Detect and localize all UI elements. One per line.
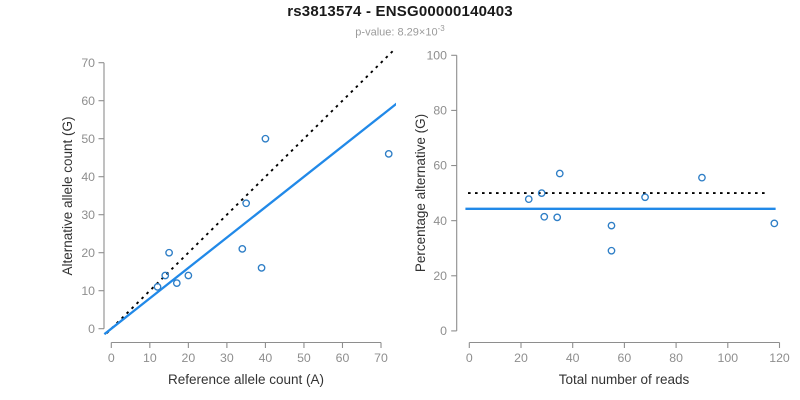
y-tick-label: 100 [426, 49, 447, 63]
data-point [153, 283, 162, 291]
x-tick-label: 20 [514, 351, 528, 365]
x-tick-label: 30 [220, 351, 234, 365]
x-tick-label: 70 [374, 351, 388, 365]
data-point [165, 248, 173, 257]
data-point [770, 219, 779, 228]
figure-title: rs3813574 - ENSG00000140403 [287, 3, 513, 20]
y-tick-label: 60 [433, 159, 447, 173]
y-tick-label: 50 [81, 132, 95, 146]
data-point [698, 173, 706, 182]
y-tick-label: 80 [433, 104, 447, 118]
data-point [261, 134, 270, 143]
data-point [607, 246, 616, 255]
allele-counts-panel: 0 10 20 30 40 50 60 70 0 10 20 30 40 50 60 70 Reference … [60, 47, 396, 387]
data-point [537, 189, 546, 197]
data-point [384, 150, 393, 158]
data-point [524, 195, 533, 204]
x-axis-title: Reference allele count (A) [168, 372, 324, 387]
x-tick-label: 80 [669, 351, 683, 365]
x-tick-label: 0 [108, 351, 115, 365]
y-tick-label: 30 [81, 208, 95, 222]
data-point [555, 169, 564, 178]
y-tick-label: 0 [88, 322, 95, 336]
y-tick-label: 10 [81, 284, 95, 298]
y-axis-title: Percentage alternative (G) [413, 114, 428, 272]
x-tick-label: 60 [618, 351, 632, 365]
pvalue-exponent: -3 [437, 24, 445, 33]
data-point [242, 199, 251, 208]
x-tick-label: 40 [566, 351, 580, 365]
x-tick-label: 50 [297, 351, 311, 365]
y-tick-label: 20 [81, 246, 95, 260]
data-point [161, 271, 170, 280]
data-point [184, 271, 193, 280]
data-point [257, 264, 266, 272]
data-point [553, 213, 562, 222]
data-point [172, 279, 181, 287]
figure-subtitle: p-value: 8.29×10-3 [0, 24, 800, 39]
x-axis-title: Total number of reads [559, 372, 690, 387]
percentage-vs-coverage-panel: 0 20 40 60 80 100 120 0 20 40 60 80 100 Total number … [413, 49, 790, 388]
y-tick-label: 40 [433, 214, 447, 228]
identity-line [106, 47, 396, 334]
y-tick-label: 0 [440, 324, 447, 338]
x-tick-label: 60 [336, 351, 350, 365]
regression-line [103, 102, 396, 336]
x-tick-label: 20 [182, 351, 196, 365]
pvalue-text: p-value: 8.29×10 [355, 26, 438, 39]
y-tick-label: 20 [433, 269, 447, 283]
y-tick-label: 60 [81, 94, 95, 108]
data-point [238, 245, 247, 253]
data-point [540, 212, 549, 221]
x-tick-label: 10 [143, 351, 157, 365]
data-point [641, 193, 649, 202]
y-tick-label: 40 [81, 170, 95, 184]
x-tick-label: 100 [718, 351, 739, 365]
x-tick-label: 40 [259, 351, 273, 365]
x-tick-label: 120 [769, 351, 790, 365]
x-tick-label: 0 [466, 351, 473, 365]
y-axis-title: Alternative allele count (G) [60, 116, 75, 275]
data-point [607, 221, 616, 230]
y-tick-label: 70 [81, 56, 95, 70]
